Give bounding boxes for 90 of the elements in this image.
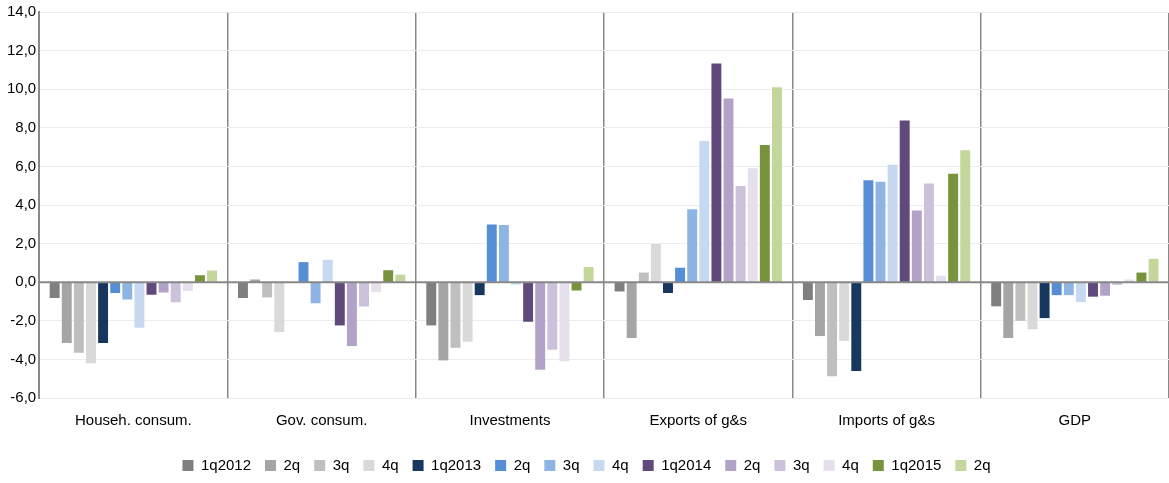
bar <box>122 282 133 300</box>
y-tick-label: -4,0 <box>10 349 37 367</box>
bar <box>1039 282 1050 319</box>
bar <box>462 282 473 342</box>
x-tick-label: Househ. consum. <box>74 411 192 429</box>
bar <box>322 259 333 283</box>
y-tick-label: 14,0 <box>6 2 37 20</box>
bar <box>359 282 369 307</box>
legend-label: 1q2012 <box>200 455 252 473</box>
y-tick-label: -2,0 <box>10 310 37 328</box>
bar <box>371 282 382 293</box>
x-tick-label: Investments <box>469 411 551 429</box>
y-tick-label: 8,0 <box>15 117 37 135</box>
legend-label: 2q <box>743 455 761 473</box>
bar <box>771 87 782 283</box>
bar <box>61 282 72 343</box>
bar <box>1015 282 1026 321</box>
bar <box>1075 282 1086 303</box>
bar <box>711 63 722 283</box>
legend-label: 2q <box>973 455 991 473</box>
bar <box>1051 282 1062 296</box>
bar <box>839 282 850 341</box>
bar <box>923 183 934 283</box>
bar <box>98 282 109 343</box>
y-tick-label: -6,0 <box>10 388 37 406</box>
y-tick-label: 2,0 <box>15 233 37 251</box>
bar <box>827 282 838 377</box>
bar <box>262 282 273 298</box>
bar <box>547 282 558 350</box>
bar <box>735 185 746 283</box>
bar <box>158 282 169 293</box>
bar <box>948 173 959 283</box>
bar <box>1088 282 1098 297</box>
bar <box>474 282 485 296</box>
bar <box>1063 282 1074 296</box>
bar <box>899 120 910 283</box>
y-tick-label: 12,0 <box>6 40 37 58</box>
bar <box>523 282 534 322</box>
bar <box>486 224 497 283</box>
legend-label: 1q2013 <box>431 455 482 473</box>
bar <box>170 282 181 303</box>
bar <box>73 282 84 353</box>
bar <box>759 144 770 283</box>
x-tick-label: Imports of g&s <box>838 411 935 429</box>
legend-label: 1q2014 <box>661 455 712 473</box>
x-tick-label: Exports of g&s <box>649 411 748 429</box>
legend-label: 4q <box>381 455 399 473</box>
bar <box>851 282 862 371</box>
legend-label: 2q <box>283 455 301 473</box>
bar <box>815 282 825 337</box>
bar <box>110 282 121 294</box>
legend-label: 3q <box>332 455 350 473</box>
bar <box>863 180 874 283</box>
bar <box>1003 282 1014 338</box>
legend-label: 3q <box>562 455 580 473</box>
y-tick-label: 6,0 <box>15 156 37 174</box>
bar <box>1100 282 1111 296</box>
bar <box>450 282 461 348</box>
bar <box>583 266 594 283</box>
legend-label: 2q <box>513 455 531 473</box>
bar <box>723 98 734 283</box>
bar <box>887 164 898 283</box>
legend-label: 4q <box>842 455 859 473</box>
bar <box>535 282 546 370</box>
bar <box>626 282 637 338</box>
bar <box>650 243 661 283</box>
bar <box>687 209 698 283</box>
bar <box>310 282 321 304</box>
y-tick-label: 10,0 <box>6 79 37 97</box>
y-tick-label: 4,0 <box>15 195 37 213</box>
bar <box>960 150 971 283</box>
bar <box>675 267 686 283</box>
legend-label: 3q <box>792 455 810 473</box>
bar <box>334 282 345 326</box>
x-tick-label: Gov. consum. <box>275 411 368 429</box>
bar <box>134 282 145 328</box>
bar <box>274 282 285 332</box>
y-tick-label: 0,0 <box>15 272 37 290</box>
legend-label: 4q <box>612 455 629 473</box>
bar <box>663 282 673 294</box>
bar <box>182 282 193 292</box>
x-tick-label: GDP <box>1058 411 1092 429</box>
bar <box>383 270 394 283</box>
bar <box>699 140 710 283</box>
bar <box>911 210 922 283</box>
bar <box>86 282 96 364</box>
bar <box>498 225 509 283</box>
bar <box>346 282 357 347</box>
bar <box>438 282 449 361</box>
legend-label: 1q2015 <box>891 455 942 473</box>
